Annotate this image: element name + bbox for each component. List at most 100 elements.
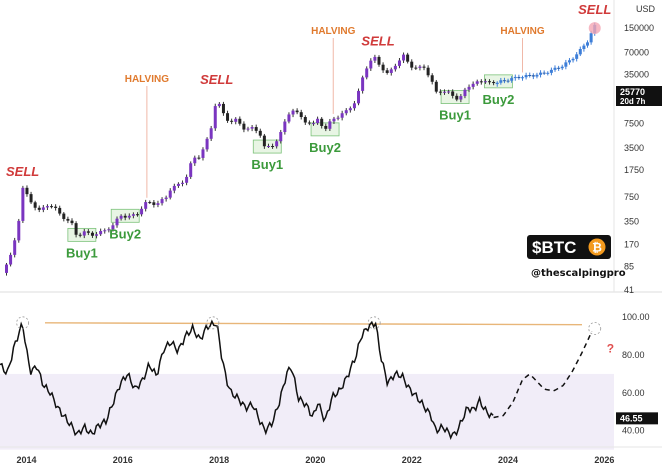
candle-body xyxy=(275,141,279,147)
candle-body xyxy=(463,89,467,97)
candle-body xyxy=(131,214,135,216)
candle-body xyxy=(567,60,571,63)
price-tick-label: 3500 xyxy=(624,143,644,153)
candle-body xyxy=(447,91,451,93)
candle-body xyxy=(506,80,510,82)
candle-body xyxy=(557,67,561,69)
candle-body xyxy=(357,90,361,104)
candle-body xyxy=(185,176,189,183)
candle-body xyxy=(9,254,13,265)
candle-body xyxy=(226,113,230,121)
buy-label: Buy2 xyxy=(483,92,515,107)
price-tick-label: 41 xyxy=(624,285,634,295)
candle-body xyxy=(217,103,221,107)
candle-body xyxy=(287,114,291,122)
candle-body xyxy=(238,118,242,124)
candle-body xyxy=(324,125,328,129)
projected-candle-series xyxy=(495,22,597,87)
candle-body xyxy=(377,56,381,65)
candle-body xyxy=(107,229,111,231)
candle-body xyxy=(499,80,503,83)
countdown-value: 20d 7h xyxy=(620,97,645,106)
ticker-badge: $BTC ₿ xyxy=(527,235,611,259)
candle-body xyxy=(13,240,17,255)
sell-label: SELL xyxy=(200,72,233,87)
candle-body xyxy=(542,72,546,74)
candle-body xyxy=(291,110,295,115)
candle-body xyxy=(320,118,324,126)
oscillator-line xyxy=(0,319,494,441)
candle-body xyxy=(95,234,99,236)
candle-body xyxy=(365,68,369,78)
last-price-badge: 25770 20d 7h xyxy=(616,86,662,106)
candle-body xyxy=(246,128,250,130)
candle-body xyxy=(531,75,535,77)
candle-body xyxy=(488,81,492,83)
peak-marker xyxy=(367,316,381,330)
candle-body xyxy=(254,127,258,131)
candle-body xyxy=(86,231,90,233)
ticker-text: $BTC xyxy=(532,238,576,257)
candle-body xyxy=(201,149,205,158)
bitcoin-icon xyxy=(588,238,606,256)
candle-body xyxy=(37,207,41,210)
candle-body xyxy=(316,118,320,124)
candle-body xyxy=(332,118,336,122)
candle-body xyxy=(152,202,156,205)
candle-body xyxy=(266,146,270,148)
candle-body xyxy=(546,72,550,74)
sell-label: SELL xyxy=(361,33,394,48)
bitcoin-symbol: ₿ xyxy=(592,241,602,255)
candle-body xyxy=(103,230,107,232)
candle-body xyxy=(17,220,21,241)
peak-marker xyxy=(16,316,30,330)
oscillator-current-value: 46.55 xyxy=(620,413,643,423)
question-mark: ? xyxy=(607,342,614,356)
candle-body xyxy=(434,81,438,92)
candle-body xyxy=(144,202,148,209)
candle-body xyxy=(176,183,180,186)
oscillator-projection xyxy=(493,331,593,419)
candle-body xyxy=(82,231,86,236)
candle-body xyxy=(172,185,176,191)
candle-body xyxy=(5,264,9,273)
candle-body xyxy=(90,232,94,236)
osc-tick-label: 80.00 xyxy=(622,350,645,360)
candle-body xyxy=(115,218,119,226)
price-tick-label: 750 xyxy=(624,192,639,202)
candle-body xyxy=(442,91,446,93)
candle-body xyxy=(328,121,332,129)
candle-body xyxy=(451,91,455,96)
x-tick-label: 2016 xyxy=(113,455,133,465)
candle-body xyxy=(510,78,514,81)
candle-body xyxy=(582,45,586,50)
price-plot-area xyxy=(0,0,614,291)
candle-body xyxy=(535,74,539,77)
buy-label: Buy2 xyxy=(109,226,141,241)
candle-body xyxy=(410,61,414,68)
candle-body xyxy=(495,82,499,85)
candle-body xyxy=(521,77,525,79)
candle-body xyxy=(295,110,299,113)
price-axis-ticks: 1500007000035000150007500350017507503501… xyxy=(624,23,654,295)
candle-body xyxy=(422,66,426,68)
candle-body xyxy=(553,67,557,70)
candle-body xyxy=(189,163,193,177)
candle-series xyxy=(5,52,496,276)
candle-body xyxy=(160,199,164,204)
candle-body xyxy=(156,203,160,205)
candle-body xyxy=(406,54,410,62)
halving-label: HALVING xyxy=(500,26,544,37)
candle-body xyxy=(578,49,582,55)
price-tick-label: 170 xyxy=(624,240,639,250)
candle-body xyxy=(41,207,45,210)
candle-body xyxy=(430,75,434,82)
peak-marker xyxy=(588,322,602,335)
candle-body xyxy=(209,128,213,139)
candle-body xyxy=(539,72,543,75)
buy-label: Buy1 xyxy=(439,108,471,123)
candle-body xyxy=(99,230,103,235)
candle-body xyxy=(571,58,575,61)
candle-body xyxy=(58,207,62,214)
